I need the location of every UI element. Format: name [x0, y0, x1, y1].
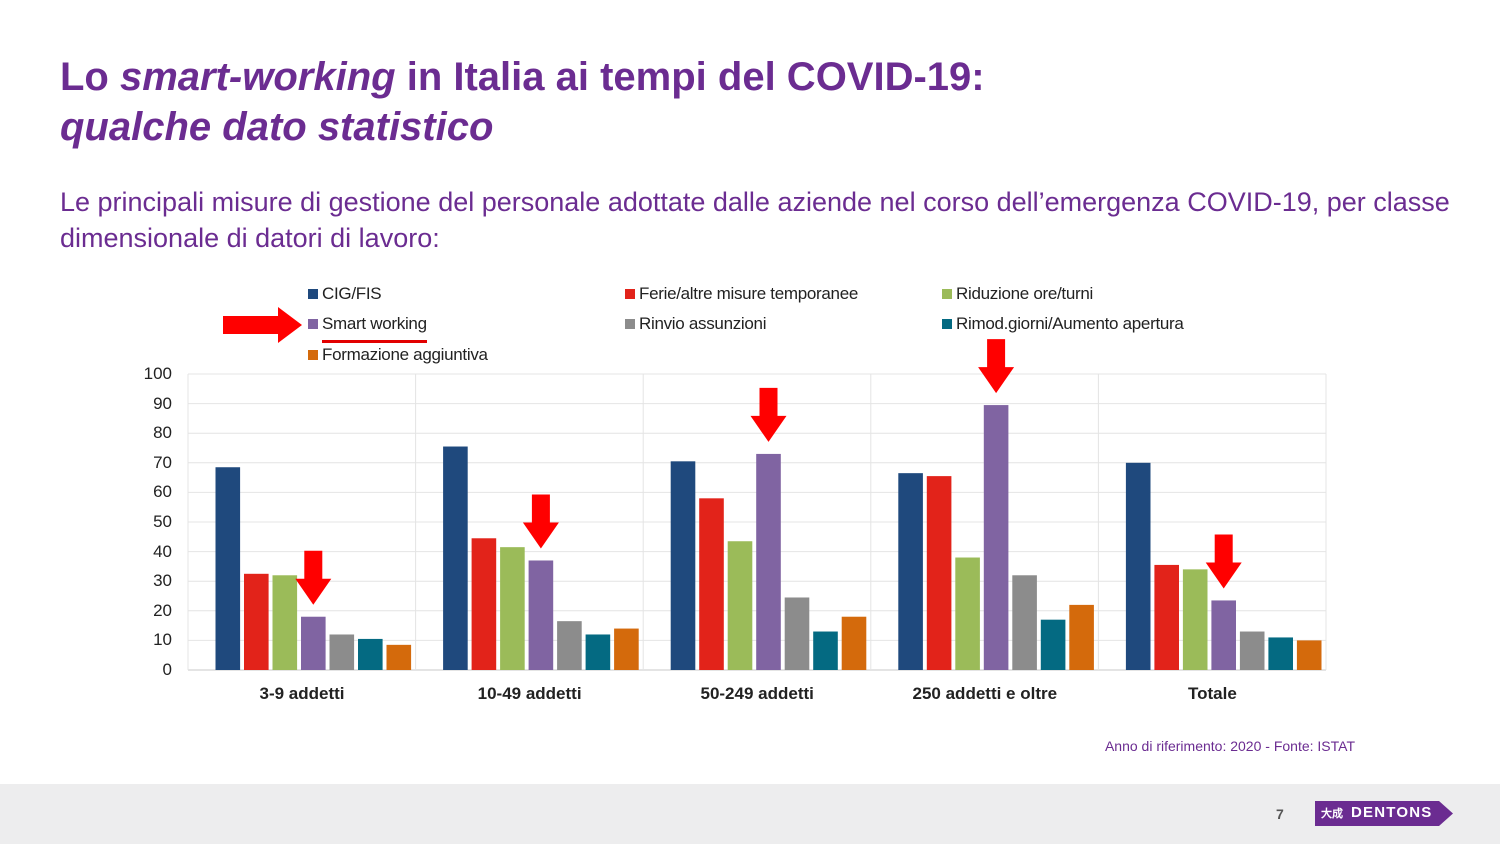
page-number: 7: [1276, 806, 1284, 822]
bar-formazione-aggiuntiva-3-9-addetti: [386, 644, 412, 670]
legend-swatch-riduzione: [942, 289, 952, 299]
bar-rinvio-assunzioni-3-9-addetti: [329, 634, 355, 670]
slide-subtitle: Le principali misure di gestione del per…: [60, 187, 1450, 253]
bar-riduzione-ore-turni-totale: [1182, 569, 1208, 670]
footer-bar: [0, 784, 1500, 844]
bar-riduzione-ore-turni-10-49-addetti: [500, 547, 525, 670]
bar-cig-fis-250-addetti-e-oltre: [898, 473, 923, 670]
bar-riduzione-ore-turni-250-addetti-e-oltre: [955, 557, 980, 670]
logo-text: DENTONS: [1351, 804, 1433, 821]
bar-riduzione-ore-turni-50-249-addetti: [727, 541, 753, 670]
chart-bars: [215, 405, 1322, 670]
dentons-logo: 大成 DENTONS: [1315, 801, 1453, 826]
bar-ferie-altre-misure-temporanee-10-49-addetti: [471, 538, 497, 670]
bar-smart-working-50-249-addetti: [756, 453, 781, 670]
bar-smart-working-3-9-addetti: [301, 616, 326, 670]
x-category-label: 10-49 addetti: [477, 684, 582, 703]
slide-title: Lo smart-working in Italia ai tempi del …: [60, 52, 985, 152]
bar-ferie-altre-misure-temporanee-50-249-addetti: [699, 498, 724, 670]
legend-item-formazione: Formazione aggiuntiva: [308, 345, 488, 365]
bar-formazione-aggiuntiva-10-49-addetti: [614, 628, 639, 670]
bar-rinvio-assunzioni-10-49-addetti: [557, 621, 582, 670]
legend-swatch-formazione: [308, 350, 318, 360]
y-tick-label: 30: [153, 571, 172, 591]
legend-swatch-smart-working: [308, 319, 318, 329]
legend-item-rimod: Rimod.giorni/Aumento apertura: [942, 314, 1184, 334]
legend-swatch-rinvio: [625, 319, 635, 329]
bar-formazione-aggiuntiva-totale: [1296, 640, 1322, 670]
bar-rimod-giorni-aumento-apertura-250-addetti-e-oltre: [1040, 619, 1066, 670]
legend-item-riduzione: Riduzione ore/turni: [942, 284, 1093, 304]
title-italic: smart-working: [119, 55, 396, 99]
arrow-icon-3-9-addetti: [295, 550, 332, 605]
bar-rinvio-assunzioni-250-addetti-e-oltre: [1012, 575, 1037, 670]
bar-rinvio-assunzioni-totale: [1239, 631, 1265, 670]
y-tick-label: 100: [143, 364, 172, 383]
bar-cig-fis-3-9-addetti: [215, 467, 241, 670]
y-tick-label: 20: [153, 600, 172, 620]
y-tick-label: 80: [153, 423, 172, 443]
chart-arrows: [223, 307, 1242, 605]
bar-cig-fis-totale: [1125, 462, 1151, 670]
x-category-label: 3-9 addetti: [259, 684, 345, 703]
y-tick-label: 0: [162, 660, 172, 679]
bar-ferie-altre-misure-temporanee-3-9-addetti: [244, 573, 269, 670]
bar-cig-fis-50-249-addetti: [670, 461, 696, 670]
legend-item-ferie: Ferie/altre misure temporanee: [625, 284, 858, 304]
y-tick-label: 40: [153, 541, 172, 561]
bar-rimod-giorni-aumento-apertura-50-249-addetti: [813, 631, 838, 670]
bar-riduzione-ore-turni-3-9-addetti: [272, 575, 298, 670]
legend-highlight-underline: [322, 340, 427, 343]
legend-label: Formazione aggiuntiva: [322, 345, 488, 364]
legend-item-cig-fis: CIG/FIS: [308, 284, 382, 304]
arrow-icon-250-addetti-e-oltre: [978, 339, 1015, 394]
bar-smart-working-10-49-addetti: [528, 560, 554, 670]
bar-ferie-altre-misure-temporanee-250-addetti-e-oltre: [926, 476, 952, 670]
arrow-icon-10-49-addetti: [522, 494, 559, 549]
y-tick-label: 60: [153, 482, 172, 502]
bar-ferie-altre-misure-temporanee-totale: [1154, 564, 1179, 670]
bar-rimod-giorni-aumento-apertura-3-9-addetti: [358, 638, 383, 670]
logo-shape: [1315, 801, 1453, 826]
bar-smart-working-totale: [1211, 600, 1236, 670]
legend-label: Smart working: [322, 314, 427, 343]
legend-arrow-icon: [223, 307, 302, 343]
y-tick-label: 50: [153, 512, 172, 531]
legend-label: CIG/FIS: [322, 284, 382, 303]
y-tick-label: 70: [153, 452, 172, 472]
x-category-label: Totale: [1187, 684, 1237, 703]
bar-formazione-aggiuntiva-250-addetti-e-oltre: [1069, 604, 1094, 670]
title-line2: qualche dato statistico: [60, 105, 494, 149]
title-part1: Lo: [60, 55, 120, 99]
logo-mark: 大成: [1321, 808, 1343, 820]
legend-swatch-rimod: [942, 319, 952, 329]
bar-rinvio-assunzioni-50-249-addetti: [784, 597, 810, 670]
bar-formazione-aggiuntiva-50-249-addetti: [841, 616, 867, 670]
arrow-icon-totale: [1205, 534, 1242, 589]
y-tick-label: 10: [153, 630, 172, 650]
source-note: Anno di riferimento: 2020 - Fonte: ISTAT: [1104, 738, 1355, 754]
bar-smart-working-250-addetti-e-oltre: [983, 405, 1009, 670]
legend-item-rinvio: Rinvio assunzioni: [625, 314, 767, 334]
legend-item-smart-working: Smart working: [308, 314, 427, 343]
legend-label: Ferie/altre misure temporanee: [639, 284, 859, 303]
x-category-label: 250 addetti e oltre: [912, 684, 1058, 703]
arrow-icon-50-249-addetti: [750, 387, 787, 442]
x-category-label: 50-249 addetti: [700, 684, 814, 703]
bar-rimod-giorni-aumento-apertura-10-49-addetti: [585, 634, 611, 670]
legend-label: Riduzione ore/turni: [956, 284, 1093, 303]
bar-rimod-giorni-aumento-apertura-totale: [1268, 637, 1293, 670]
legend-swatch-ferie: [625, 289, 635, 299]
legend-label: Rinvio assunzioni: [639, 314, 767, 333]
title-part2: in Italia ai tempi del COVID-19:: [395, 55, 985, 99]
legend-swatch-cig-fis: [308, 289, 318, 299]
legend-label: Rimod.giorni/Aumento apertura: [956, 314, 1184, 333]
bar-cig-fis-10-49-addetti: [443, 446, 468, 670]
y-tick-label: 90: [153, 393, 172, 413]
